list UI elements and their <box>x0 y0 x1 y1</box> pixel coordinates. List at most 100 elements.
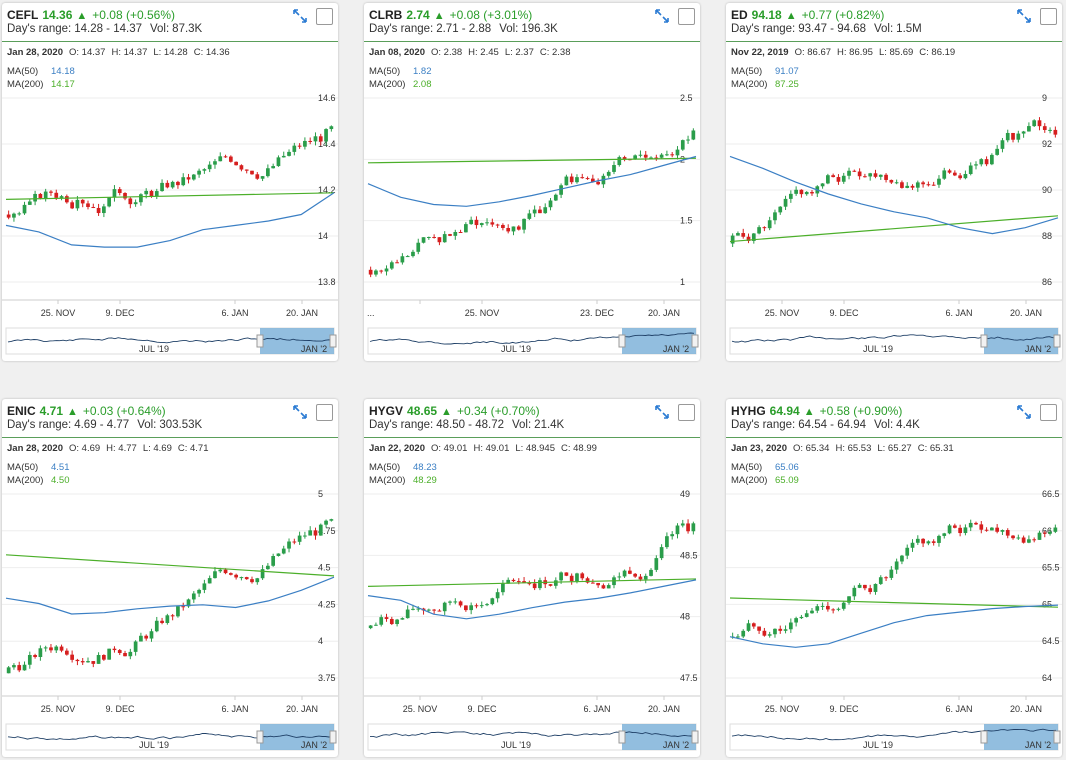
candle-body <box>490 598 495 605</box>
navigator-handle-right[interactable] <box>691 334 699 348</box>
candle-body <box>453 231 458 236</box>
navigator-handle-left[interactable] <box>980 334 988 348</box>
y-tick-label: 64.5 <box>1042 636 1060 646</box>
stock-card-enic[interactable]: 5 4.75 4.5 4.25 4 3.75 25. NOV 9. DEC 6. JAN 20. … <box>2 399 338 757</box>
ticker-symbol[interactable]: ED <box>731 8 748 22</box>
x-tick-label: 9. DEC <box>829 308 859 318</box>
navigator-handle-right[interactable] <box>1053 730 1061 744</box>
price-chart[interactable]: 9 92 90 88 86 25. NOV 9. DEC 6. JAN 20. JAN JUL '… <box>726 3 1062 361</box>
ticker-symbol[interactable]: CLRB <box>369 8 403 22</box>
ma200-label: MA(200) <box>369 79 406 90</box>
price-chart[interactable]: 5 4.75 4.5 4.25 4 3.75 25. NOV 9. DEC 6. JAN 20. … <box>2 399 338 757</box>
navigator-handle-right[interactable] <box>1053 334 1061 348</box>
price-chart[interactable]: 49 48.5 48 47.5 25. NOV 9. DEC 6. JAN 20. JAN JU… <box>364 399 700 757</box>
x-tick-label: 20. JAN <box>1010 704 1042 714</box>
navigator-selection[interactable] <box>984 724 1058 750</box>
candle-body <box>43 647 48 649</box>
volume-label: Vol: <box>137 419 157 431</box>
price-chart[interactable]: 14.6 14.4 14.2 14 13.8 25. NOV 9. DEC 6. JAN 20.… <box>2 3 338 361</box>
price-chart[interactable]: 2.5 2 1.5 1... 25. NOV 23. DEC 20. JAN JUL '19 J… <box>364 3 700 361</box>
ticker-symbol[interactable]: HYHG <box>731 404 766 418</box>
candle-body <box>379 270 384 272</box>
candle-body <box>553 194 558 201</box>
select-checkbox[interactable] <box>678 404 695 421</box>
navigator-handle-left[interactable] <box>256 334 264 348</box>
navigator-handle-left[interactable] <box>618 730 626 744</box>
days-range-value: 64.54 - 64.94 <box>798 419 866 431</box>
candle-body <box>868 173 873 177</box>
navigator-handle-right[interactable] <box>691 730 699 744</box>
navigator-handle-left[interactable] <box>980 730 988 744</box>
candle-body <box>511 226 516 232</box>
candle-body <box>458 601 463 606</box>
ohlc-low: L: 85.69 <box>878 47 914 58</box>
select-checkbox[interactable] <box>1040 8 1057 25</box>
candle-body <box>564 572 569 576</box>
y-tick-label: 4.75 <box>318 526 336 536</box>
navigator-series <box>731 334 1057 343</box>
expand-icon[interactable] <box>292 8 308 24</box>
stock-card-hyhg[interactable]: 66.5 66 65.5 65 64.5 64 25. NOV 9. DEC 6. JAN 20.… <box>726 399 1062 757</box>
expand-icon[interactable] <box>292 404 308 420</box>
y-tick-label: 4 <box>318 636 323 646</box>
candle-body <box>43 191 48 199</box>
navigator-handle-left[interactable] <box>256 730 264 744</box>
candle-body <box>421 237 426 243</box>
price-chart[interactable]: 66.5 66 65.5 65 64.5 64 25. NOV 9. DEC 6. JAN 20.… <box>726 399 1062 757</box>
candle-body <box>287 541 291 549</box>
candle-body <box>815 606 820 611</box>
x-tick-label: 9. DEC <box>105 308 135 318</box>
expand-icon[interactable] <box>1016 8 1032 24</box>
up-arrow-icon: ▲ <box>803 406 815 418</box>
navigator-selection[interactable] <box>622 724 696 750</box>
candle-body <box>1053 527 1058 532</box>
ticker-symbol[interactable]: ENIC <box>7 404 36 418</box>
ticker-symbol[interactable]: HYGV <box>369 404 404 418</box>
candle-body <box>762 630 767 636</box>
candle-body <box>64 196 69 203</box>
select-checkbox[interactable] <box>316 404 333 421</box>
candle-body <box>223 156 228 158</box>
x-tick-label: 20. JAN <box>286 308 318 318</box>
last-price: 14.36 <box>42 8 73 22</box>
candle-body <box>80 661 85 663</box>
navigator-handle-right[interactable] <box>329 334 337 348</box>
candle-body <box>622 157 627 160</box>
select-checkbox[interactable] <box>678 8 695 25</box>
navigator-handle-right[interactable] <box>329 730 337 744</box>
candle-body <box>831 175 836 178</box>
candle-body <box>395 619 399 625</box>
candle-body <box>379 617 384 625</box>
ohlc-date: Jan 08, 2020 <box>369 47 425 58</box>
candle-body <box>974 522 978 525</box>
candle-body <box>458 231 463 233</box>
candle-body <box>1042 126 1047 130</box>
days-range-value: 4.69 - 4.77 <box>74 419 130 431</box>
ohlc-readout: Jan 22, 2020 O: 49.01 H: 49.01 L: 48.945 C: … <box>369 443 603 454</box>
select-checkbox[interactable] <box>1040 404 1057 421</box>
expand-icon[interactable] <box>654 404 670 420</box>
expand-icon[interactable] <box>1016 404 1032 420</box>
candle-body <box>926 541 931 544</box>
stock-card-clrb[interactable]: 2.5 2 1.5 1... 25. NOV 23. DEC 20. JAN JUL '19 J… <box>364 3 700 361</box>
expand-icon[interactable] <box>654 8 670 24</box>
stock-card-hygv[interactable]: 49 48.5 48 47.5 25. NOV 9. DEC 6. JAN 20. JAN JU… <box>364 399 700 757</box>
ma200-value: 4.50 <box>51 475 70 486</box>
select-checkbox[interactable] <box>316 8 333 25</box>
candle-body <box>389 618 394 625</box>
navigator-handle-left[interactable] <box>618 334 626 348</box>
candle-body <box>921 182 925 185</box>
navigator-selection[interactable] <box>984 328 1058 354</box>
y-tick-label: 64 <box>1042 673 1052 683</box>
navigator-tick-label: JAN '2 <box>663 740 689 750</box>
volume-value: 4.4K <box>896 419 920 431</box>
ticker-symbol[interactable]: CEFL <box>7 8 39 22</box>
navigator-selection[interactable] <box>622 328 696 354</box>
candle-body <box>22 204 27 214</box>
stock-card-ed[interactable]: 9 92 90 88 86 25. NOV 9. DEC 6. JAN 20. JAN JUL '… <box>726 3 1062 361</box>
candle-body <box>260 176 265 179</box>
stock-card-cefl[interactable]: 14.6 14.4 14.2 14 13.8 25. NOV 9. DEC 6. JAN 20.… <box>2 3 338 361</box>
candle-body <box>741 630 746 637</box>
ma50-line <box>5 576 335 615</box>
ma200-label: MA(200) <box>7 79 44 90</box>
